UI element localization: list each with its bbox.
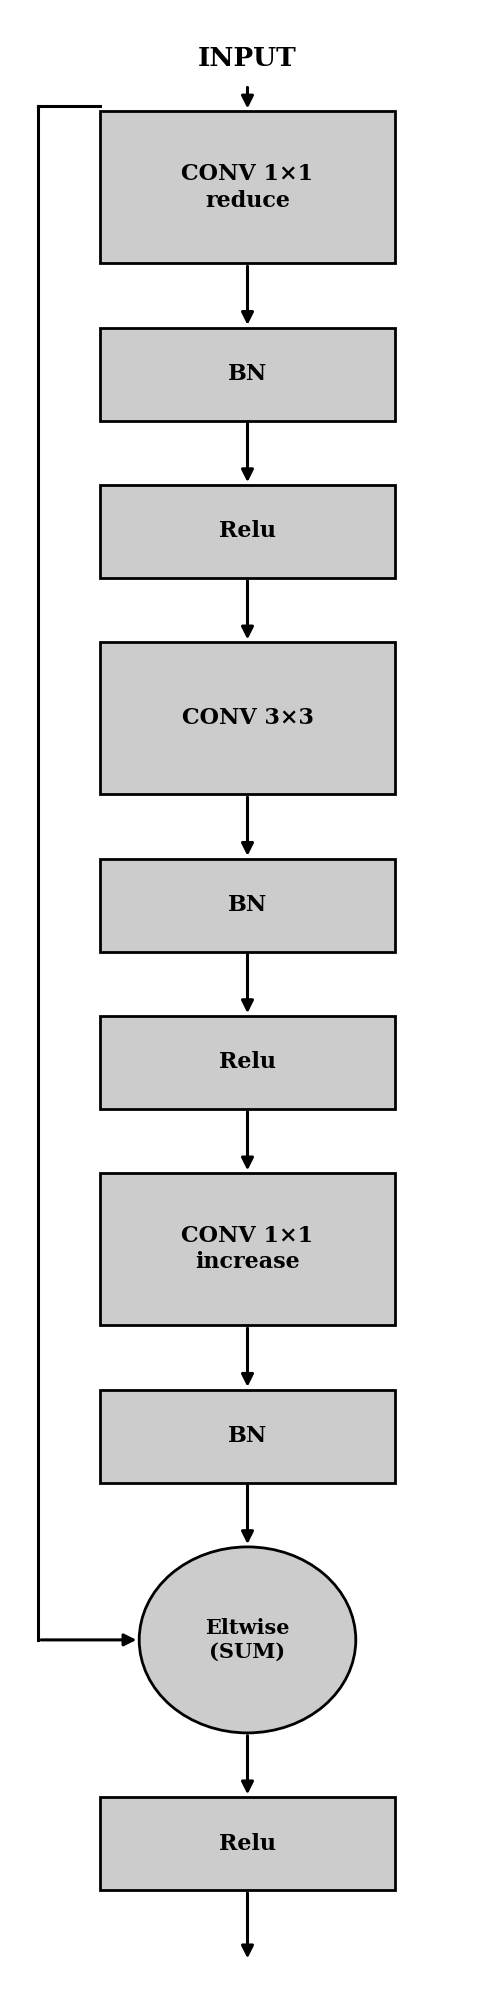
FancyBboxPatch shape (100, 112, 395, 263)
Text: BN: BN (228, 895, 267, 917)
Text: BN: BN (228, 363, 267, 385)
FancyBboxPatch shape (100, 484, 395, 578)
FancyBboxPatch shape (100, 642, 395, 795)
Text: CONV 1×1
increase: CONV 1×1 increase (182, 1226, 313, 1274)
FancyBboxPatch shape (100, 1389, 395, 1483)
FancyBboxPatch shape (100, 1174, 395, 1325)
Text: CONV 1×1
reduce: CONV 1×1 reduce (182, 163, 313, 211)
Text: Relu: Relu (219, 520, 276, 542)
Text: Relu: Relu (219, 1834, 276, 1855)
Ellipse shape (139, 1547, 356, 1732)
FancyBboxPatch shape (100, 1016, 395, 1108)
Text: Relu: Relu (219, 1052, 276, 1074)
Text: BN: BN (228, 1425, 267, 1447)
FancyBboxPatch shape (100, 1798, 395, 1889)
Text: INPUT: INPUT (198, 46, 297, 70)
FancyBboxPatch shape (100, 859, 395, 953)
Text: Eltwise
(SUM): Eltwise (SUM) (205, 1618, 290, 1662)
FancyBboxPatch shape (100, 327, 395, 421)
Text: CONV 3×3: CONV 3×3 (182, 708, 313, 729)
